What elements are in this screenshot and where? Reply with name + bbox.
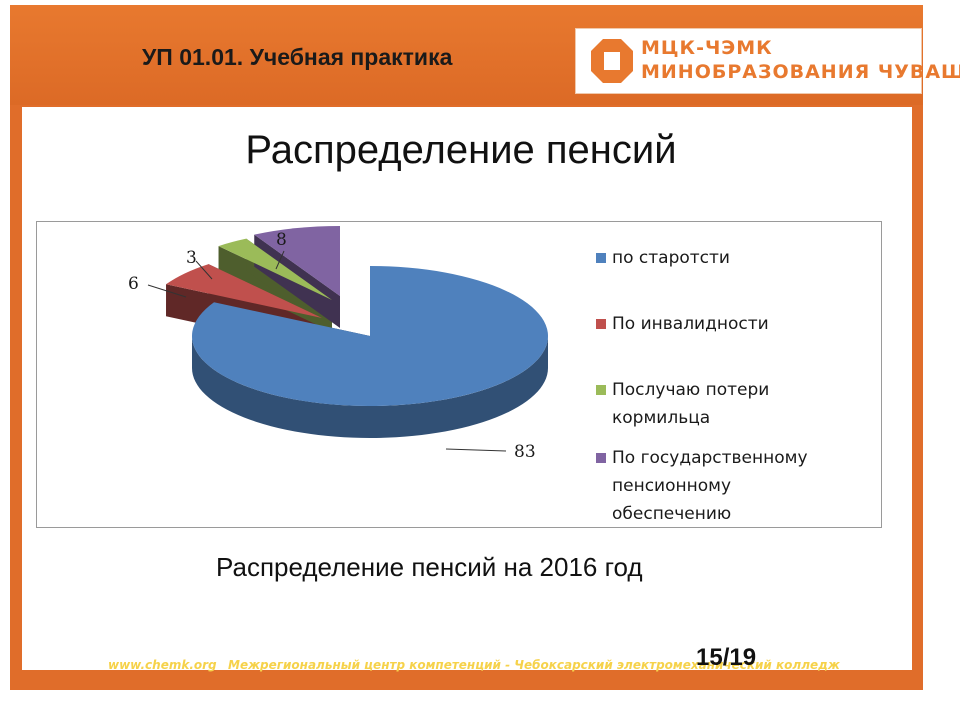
footer-url[interactable]: www.chemk.org [108, 658, 217, 672]
pie-slice-0 [191, 266, 548, 406]
college-logo: МЦК-ЧЭМК МИНОБРАЗОВАНИЯ ЧУВАШИИ [575, 28, 960, 94]
logo-octagon-icon [591, 39, 633, 83]
legend-label-2-line1: кормильца [612, 408, 710, 428]
legend-label-3-line1: пенсионному [612, 476, 731, 496]
data-label-3: 8 [276, 230, 287, 250]
legend-swatch-2 [596, 385, 606, 395]
data-label-0: 83 [514, 442, 536, 462]
legend-swatch-1 [596, 319, 606, 329]
footer-text: Межрегиональный центр компетенций - Чебо… [228, 658, 840, 672]
legend-label-0: по старотсти [612, 248, 730, 268]
pie-slice-1 [166, 264, 322, 318]
pie-slice-3 [254, 226, 340, 296]
logo-line-1: МЦК-ЧЭМК [641, 37, 773, 59]
data-label-leader-1 [147, 284, 187, 298]
pie-chart: 83 6 3 8 по старотсти По инвалидности Послуча… [128, 226, 808, 524]
data-label-leader-3 [275, 250, 285, 270]
legend-label-1: По инвалидности [612, 314, 769, 334]
course-title: УП 01.01. Учебная практика [142, 44, 453, 70]
legend-swatch-0 [596, 253, 606, 263]
data-label-1: 6 [128, 274, 139, 294]
slide-title: Распределение пенсий [245, 128, 677, 172]
legend-label-3-line2: обеспечению [612, 504, 731, 524]
legend-label-3: По государственному [612, 448, 808, 468]
data-label-leader-0 [445, 448, 507, 452]
data-label-leader-2 [195, 260, 213, 280]
pie-side-0 [192, 336, 548, 438]
page-number: 15/19 [696, 644, 757, 671]
pie-slice-2 [218, 238, 332, 300]
data-label-2: 3 [186, 248, 197, 268]
chart-caption: Распределение пенсий на 2016 год [216, 552, 643, 582]
logo-line-2: МИНОБРАЗОВАНИЯ ЧУВАШИИ [641, 61, 960, 83]
legend-swatch-3 [596, 453, 606, 463]
legend-label-2: Послучаю потери [612, 380, 769, 400]
